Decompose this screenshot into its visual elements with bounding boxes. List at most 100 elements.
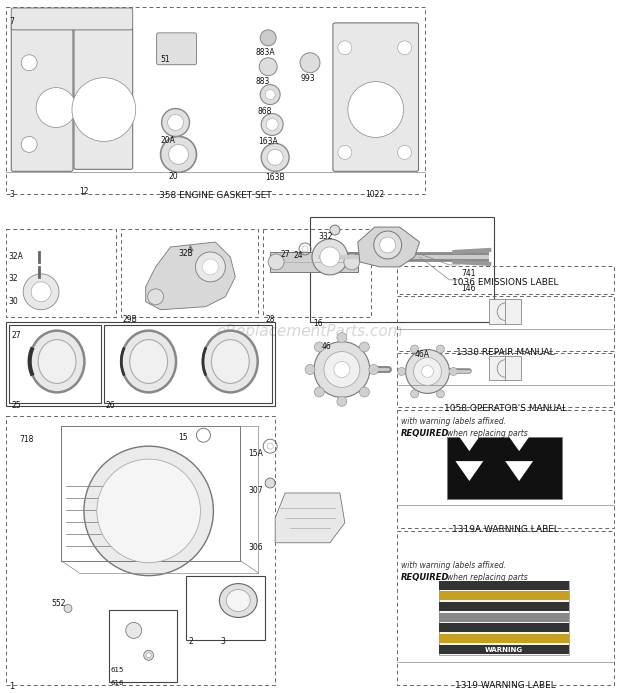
Circle shape — [72, 78, 136, 141]
Circle shape — [436, 390, 445, 398]
Circle shape — [260, 85, 280, 105]
Circle shape — [161, 137, 197, 173]
Ellipse shape — [30, 331, 84, 392]
Text: 1319A WARNING LABEL: 1319A WARNING LABEL — [452, 525, 559, 534]
Circle shape — [169, 144, 188, 164]
Bar — [440, 581, 569, 656]
Ellipse shape — [130, 340, 167, 383]
Circle shape — [144, 650, 154, 660]
Circle shape — [259, 58, 277, 76]
Circle shape — [360, 387, 370, 397]
Circle shape — [338, 146, 352, 159]
Bar — [270, 252, 358, 272]
Circle shape — [265, 89, 275, 100]
Text: 552: 552 — [51, 599, 66, 608]
Text: 332: 332 — [318, 232, 332, 241]
FancyBboxPatch shape — [333, 23, 418, 171]
Circle shape — [260, 30, 276, 46]
Text: 1330 REPAIR MANUAL: 1330 REPAIR MANUAL — [456, 348, 554, 357]
Text: 307: 307 — [248, 486, 263, 495]
Bar — [9, 324, 101, 403]
Circle shape — [360, 342, 370, 352]
Polygon shape — [358, 227, 420, 267]
Bar — [440, 602, 569, 611]
Text: 616: 616 — [111, 681, 125, 686]
Circle shape — [436, 345, 445, 353]
Bar — [440, 634, 569, 643]
Bar — [448, 437, 562, 499]
Text: 358 ENGINE GASKET SET: 358 ENGINE GASKET SET — [159, 191, 272, 200]
Circle shape — [410, 390, 418, 398]
Circle shape — [261, 143, 289, 171]
Text: 15A: 15A — [248, 449, 263, 458]
Circle shape — [302, 246, 308, 252]
Circle shape — [450, 367, 458, 376]
Circle shape — [324, 351, 360, 387]
Circle shape — [265, 478, 275, 488]
Text: REQUIRED: REQUIRED — [401, 429, 449, 438]
Ellipse shape — [226, 590, 250, 611]
Circle shape — [397, 367, 405, 376]
Text: when replacing parts: when replacing parts — [448, 572, 528, 581]
Circle shape — [203, 259, 218, 275]
Bar — [397, 353, 614, 407]
Text: 868: 868 — [257, 107, 272, 116]
Circle shape — [268, 254, 284, 270]
Circle shape — [414, 358, 441, 385]
Text: 20A: 20A — [161, 137, 175, 146]
Circle shape — [405, 349, 450, 394]
Polygon shape — [146, 242, 236, 310]
Circle shape — [337, 333, 347, 342]
Bar — [6, 322, 275, 406]
Text: 1058 OPERATOR'S MANUAL: 1058 OPERATOR'S MANUAL — [444, 404, 567, 413]
Circle shape — [312, 239, 348, 275]
FancyBboxPatch shape — [11, 23, 73, 171]
Text: 20: 20 — [169, 173, 178, 182]
Circle shape — [330, 225, 340, 235]
Text: 32A: 32A — [8, 252, 23, 261]
Text: 1319 WARNING LABEL: 1319 WARNING LABEL — [455, 681, 556, 690]
Text: REQUIRED: REQUIRED — [401, 572, 449, 581]
Bar — [440, 613, 569, 622]
Ellipse shape — [38, 340, 76, 383]
Circle shape — [126, 622, 142, 638]
Text: 30: 30 — [8, 297, 18, 306]
Text: 32B: 32B — [179, 249, 193, 258]
Polygon shape — [456, 431, 483, 451]
Circle shape — [374, 231, 402, 259]
Bar — [440, 581, 569, 590]
FancyBboxPatch shape — [74, 28, 133, 169]
Circle shape — [167, 114, 184, 130]
Bar — [397, 296, 614, 351]
Circle shape — [344, 254, 360, 270]
Circle shape — [314, 342, 324, 352]
Bar — [185, 576, 265, 640]
Text: 25: 25 — [11, 401, 21, 410]
Circle shape — [21, 137, 37, 152]
Text: 718: 718 — [19, 435, 33, 444]
Circle shape — [320, 247, 340, 267]
Bar — [310, 217, 494, 322]
Bar — [6, 229, 116, 317]
Bar — [104, 324, 272, 403]
Text: 3: 3 — [220, 638, 225, 647]
Text: 883: 883 — [255, 77, 270, 86]
Circle shape — [379, 237, 396, 253]
Text: WARNING: WARNING — [485, 647, 523, 653]
Circle shape — [337, 396, 347, 406]
Ellipse shape — [203, 331, 258, 392]
Bar — [440, 644, 569, 653]
Text: 12: 12 — [79, 187, 89, 196]
Circle shape — [146, 653, 151, 658]
Text: 1022: 1022 — [365, 190, 384, 199]
Text: 7: 7 — [9, 17, 14, 26]
Text: 163B: 163B — [265, 173, 285, 182]
Circle shape — [21, 55, 37, 71]
Text: 46A: 46A — [415, 349, 430, 358]
Text: 883A: 883A — [255, 48, 275, 57]
Bar — [6, 416, 275, 685]
Circle shape — [64, 604, 72, 613]
Text: 741: 741 — [461, 269, 476, 278]
FancyBboxPatch shape — [11, 8, 133, 30]
Circle shape — [267, 150, 283, 166]
